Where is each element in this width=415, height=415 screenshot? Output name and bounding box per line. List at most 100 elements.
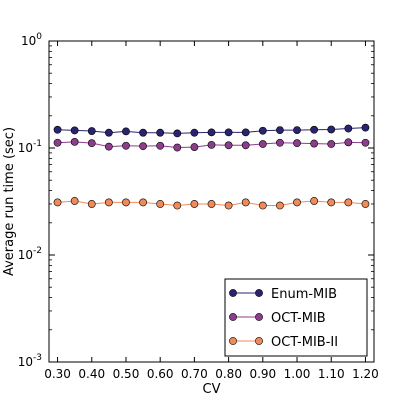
legend-marker [255,289,263,297]
data-point [104,198,113,207]
data-point [293,126,301,134]
plot-frame [48,40,375,363]
y-tick-exponent: -3 [33,353,42,363]
y-tick-base: 10 [18,248,33,262]
data-point [190,200,199,208]
data-point [156,200,165,208]
data-point [241,141,250,150]
legend-marker [255,313,263,321]
data-point [276,201,284,210]
x-axis-label: CV [203,382,221,397]
x-tick-label: 0.50 [113,367,140,381]
y-axis-label: Average run time (sec) [2,127,17,276]
data-point [276,126,284,134]
data-point [70,197,79,205]
data-point [190,128,199,137]
data-point [344,198,353,207]
data-point [327,198,336,207]
legend-marker [229,313,237,321]
data-point [156,141,165,150]
data-point [207,128,216,137]
series-oct-mib [53,138,370,152]
x-tick-label: 0.30 [44,367,71,381]
data-point [173,201,182,210]
data-point [258,201,267,210]
data-point [139,198,147,207]
data-point [87,139,96,148]
data-point [310,125,319,134]
y-tick-base: 10 [18,355,33,369]
legend-entry: OCT-MIB-II [229,335,338,350]
data-point [344,138,353,147]
data-point [122,141,130,150]
data-point [87,127,96,135]
data-point [207,140,216,149]
data-point [258,126,267,135]
y-tick-base: 10 [21,34,36,48]
x-tick-label: 0.90 [249,367,276,381]
data-point [276,138,284,147]
data-point [104,128,113,137]
data-point [224,201,233,210]
data-point [190,143,199,151]
data-point [258,140,267,148]
data-point [361,138,370,147]
data-point [224,128,233,137]
x-tick-label: 0.80 [215,367,242,381]
legend-label: OCT-MIB-II [271,335,338,350]
data-point [104,142,113,151]
x-tick-label: 0.60 [147,367,174,381]
y-tick-label: 10-1 [18,139,42,155]
x-tick-label: 0.40 [78,367,105,381]
x-tick-label: 1.00 [284,367,311,381]
data-point [293,198,301,207]
data-point [70,126,79,135]
data-point [344,124,353,133]
data-point [53,138,62,147]
data-point [361,123,370,132]
series-oct-mib-ii [53,197,370,210]
axes: 0.30 0.40 0.50 0.60 0.70 0.80 0.90 1.00 1.10 1.20… [2,32,379,397]
y-tick-base: 10 [18,141,33,155]
data-point [327,125,336,134]
legend-marker [229,289,237,297]
data-point [310,197,319,205]
legend: Enum-MIB OCT-MIB OCT-MIB-II [224,278,368,357]
data-point [156,128,165,137]
legend-label: OCT-MIB [271,311,326,326]
x-tick-label: 1.10 [318,367,345,381]
data-point [241,128,250,137]
data-point [122,127,130,136]
data-point [53,198,62,207]
y-tick-exponent: -1 [33,139,42,149]
y-tick-exponent: -2 [33,246,42,256]
x-tick-label: 1.20 [352,367,379,381]
plot-area [53,123,370,210]
data-point [122,198,130,207]
data-point [224,141,233,150]
y-tick-exponent: 0 [36,32,42,42]
data-point [241,198,250,207]
y-tick-label: 10-2 [18,246,42,262]
legend-marker [255,337,263,345]
x-tick-label: 0.70 [181,367,208,381]
legend-entry: OCT-MIB [229,311,326,326]
series-enum-mib [53,123,370,138]
data-point [70,138,79,146]
data-point [293,139,301,148]
data-point [87,200,96,208]
data-point [361,200,370,208]
y-tick-label: 100 [21,32,42,48]
legend-marker [229,337,237,345]
data-point [327,140,336,148]
data-point [207,200,216,208]
data-point [139,142,147,151]
data-point [310,139,319,148]
data-point [139,128,147,137]
data-point [173,143,182,152]
data-point [53,125,62,134]
legend-entry: Enum-MIB [229,287,337,302]
data-point [173,129,182,138]
y-tick-label: 10-3 [18,353,42,369]
